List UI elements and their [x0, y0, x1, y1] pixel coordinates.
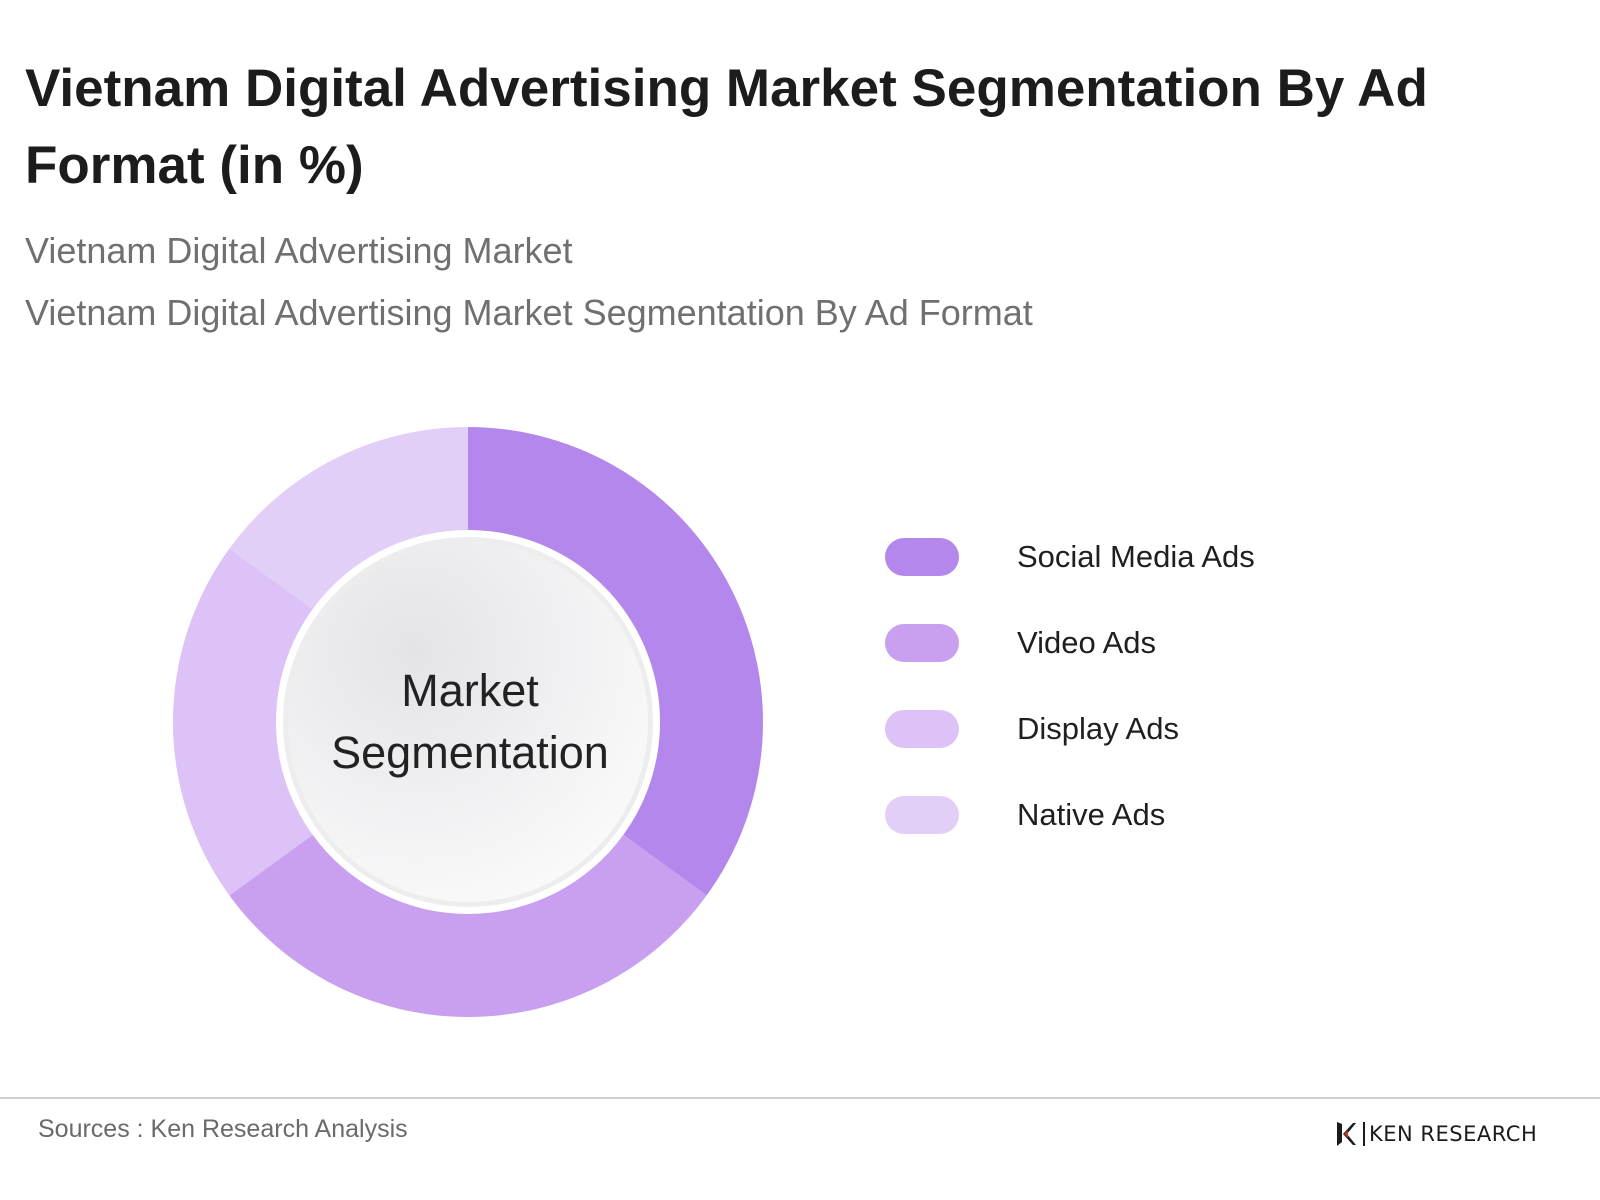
center-disc	[288, 542, 648, 902]
logo-mark-icon	[1337, 1122, 1356, 1146]
center-label: Market Segmentation	[300, 660, 640, 784]
slice-social-media-ads[interactable]	[468, 427, 763, 896]
legend-label-video-ads: Video Ads	[1017, 625, 1157, 660]
logo-text: KEN RESEARCH	[1363, 1122, 1537, 1146]
legend-label-native-ads: Native Ads	[1017, 797, 1166, 832]
legend-swatch-social-media-ads	[885, 538, 959, 576]
chart-title: Vietnam Digital Advertising Market Segme…	[25, 59, 1428, 195]
ken-research-logo: KEN RESEARCH	[1335, 1119, 1537, 1149]
slice-video-ads[interactable]	[229, 834, 707, 1017]
legend-label-display-ads: Display Ads	[1017, 711, 1179, 746]
source-note: Sources : Ken Research Analysis	[38, 1115, 408, 1143]
center-label-line1: Market	[401, 665, 539, 716]
legend-swatch-video-ads	[885, 624, 959, 662]
footer-divider	[0, 1097, 1600, 1099]
center-label-line2: Segmentation	[331, 727, 609, 778]
legend-label-social-media-ads: Social Media Ads	[1017, 539, 1255, 574]
subtitle-market: Vietnam Digital Advertising Market	[25, 230, 573, 271]
donut-slices	[173, 427, 763, 1017]
legend-swatch-display-ads	[885, 710, 959, 748]
slice-native-ads[interactable]	[229, 427, 468, 610]
legend-swatch-native-ads	[885, 796, 959, 834]
slice-display-ads[interactable]	[173, 548, 313, 896]
subtitle-segmentation: Vietnam Digital Advertising Market Segme…	[25, 292, 1033, 333]
